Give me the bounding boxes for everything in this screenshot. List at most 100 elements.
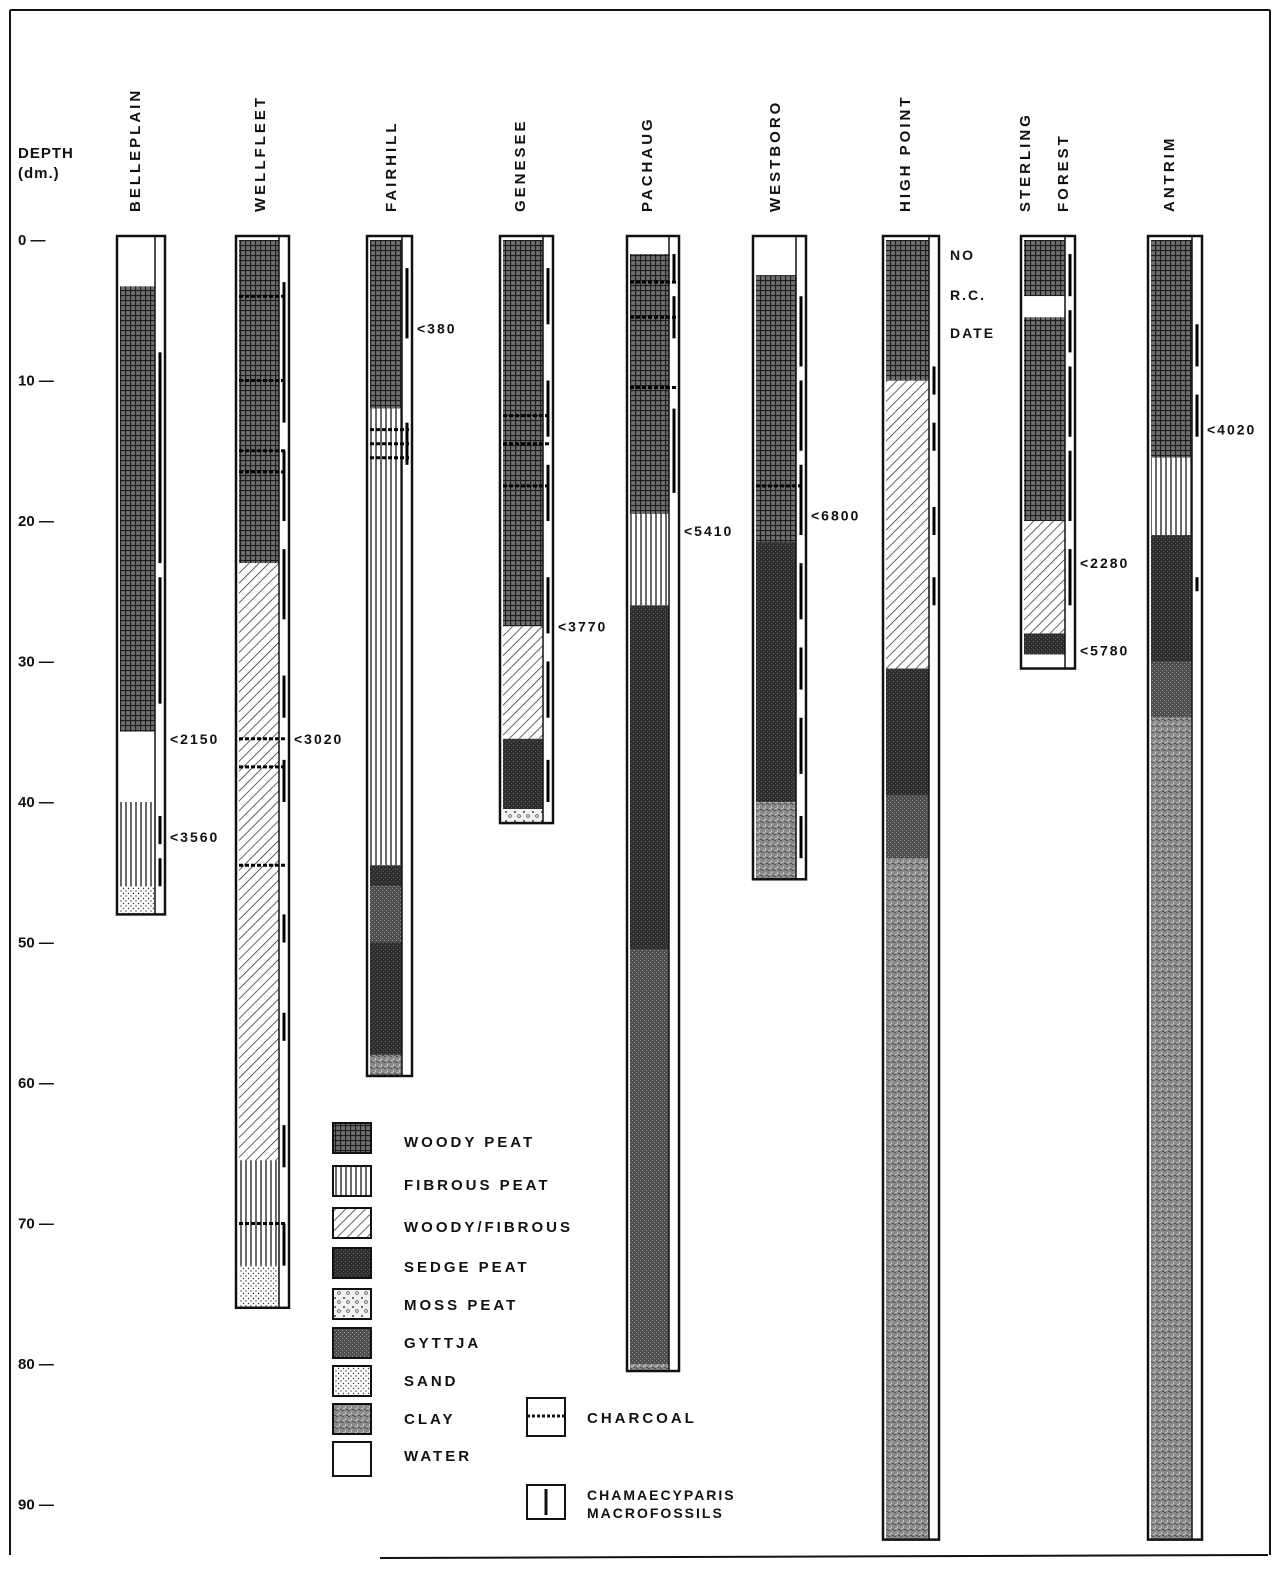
legend-swatch-fibrous-peat xyxy=(332,1165,372,1197)
core-belleplain: <2150 <3560 xyxy=(115,234,219,916)
layer-woody-peat xyxy=(503,240,543,627)
core-name-genesee: GENESEE xyxy=(512,118,529,212)
layer-water xyxy=(120,731,155,802)
axis-title-line2: (dm.) xyxy=(18,165,60,182)
layer-woody-peat xyxy=(1024,240,1065,297)
layer-clay xyxy=(756,802,796,880)
note-line-date: DATE xyxy=(950,325,995,341)
layer-sedge-peat xyxy=(1024,633,1065,655)
legend-label-moss-peat: MOSS PEAT xyxy=(404,1297,518,1314)
core-name-sterling-forest: STERLING xyxy=(1017,112,1034,212)
note-line-rc: R.C. xyxy=(950,287,986,303)
legend-item-gyttja: GYTTJA xyxy=(332,1327,478,1359)
legend-swatch-water xyxy=(332,1441,372,1477)
legend-label-clay: CLAY xyxy=(404,1411,455,1428)
legend-item-sedge-peat: SEDGE PEAT xyxy=(332,1247,530,1279)
core-name-sterling-forest: FOREST xyxy=(1055,133,1072,212)
layer-clay xyxy=(630,1364,669,1372)
axis-title-line1: DEPTH xyxy=(18,145,74,162)
radiocarbon-date: <5410 xyxy=(684,523,733,539)
axis-tick-label: 70 — xyxy=(18,1216,54,1233)
layer-woody-peat xyxy=(239,240,279,564)
core-name-fairhill: FAIRHILL xyxy=(383,121,400,213)
axis-tick-label: 50 — xyxy=(18,935,54,952)
core-name-belleplain: BELLEPLAIN xyxy=(127,88,144,212)
legend-swatch-moss-peat xyxy=(332,1288,372,1320)
layer-fibrous-peat xyxy=(1151,457,1192,536)
core-name-westboro: WESTBORO xyxy=(767,100,784,212)
core-westboro: <6800 xyxy=(751,234,860,881)
layer-sedge-peat xyxy=(370,865,402,887)
layer-gyttja xyxy=(630,949,669,1364)
layer-woody-peat xyxy=(756,275,796,543)
axis-tick-label: 80 — xyxy=(18,1356,54,1373)
layer-woody-fibrous xyxy=(503,626,543,739)
legend-item-fibrous-peat: FIBROUS PEAT xyxy=(332,1165,551,1197)
legend-label-sedge-peat: SEDGE PEAT xyxy=(404,1259,530,1276)
core-outline xyxy=(1146,234,1204,1541)
core-names: BELLEPLAIN WELLFLEET FAIRHILL GENESEE PACHAU… xyxy=(127,88,1178,212)
radiocarbon-date: <5780 xyxy=(1080,642,1129,658)
legend-label-chamaecyparis-2: MACROFOSSILS xyxy=(587,1505,724,1521)
high-point-note: NO R.C. DATE xyxy=(950,247,995,341)
core-columns: <2150<3560<3020<380<3770<5410<6800<2280<… xyxy=(115,234,1256,1541)
axis-tick-label: 40 — xyxy=(18,794,54,811)
layer-sedge-peat xyxy=(370,942,402,1055)
core-outline xyxy=(234,234,291,1310)
axis-tick-label: 10 — xyxy=(18,373,54,390)
radiocarbon-date: <2150 xyxy=(170,731,219,747)
layer-woody-peat xyxy=(630,254,669,514)
layer-woody-peat xyxy=(1151,240,1192,458)
core-high-point xyxy=(881,234,941,1541)
layer-sand xyxy=(120,886,155,915)
layer-gyttja xyxy=(1151,661,1192,718)
radiocarbon-date: <3560 xyxy=(170,829,219,845)
legend-swatch-woody-peat xyxy=(332,1122,372,1154)
core-wellfleet: <3020 xyxy=(234,234,341,1310)
layer-gyttja xyxy=(886,794,929,859)
legend-swatch-sand xyxy=(332,1365,372,1397)
layer-moss-peat xyxy=(503,809,543,824)
legend-swatch-charcoal xyxy=(526,1397,566,1437)
layer-sedge-peat xyxy=(630,605,669,950)
layer-gyttja xyxy=(370,886,402,943)
legend-swatch-chamaecyparis xyxy=(526,1484,566,1520)
legend-label-water: WATER xyxy=(404,1448,472,1465)
layer-sedge-peat xyxy=(503,738,543,810)
radiocarbon-date: <6800 xyxy=(811,507,860,523)
core-outline xyxy=(498,234,555,825)
legend-swatch-gyttja xyxy=(332,1327,372,1359)
core-outline xyxy=(365,234,414,1078)
core-name-high-point: HIGH POINT xyxy=(897,94,914,212)
axis-tick-label: 20 — xyxy=(18,513,54,530)
layer-fibrous-peat xyxy=(630,513,669,606)
layer-water xyxy=(120,240,155,287)
core-outline xyxy=(881,234,941,1541)
legend-label-fibrous-peat: FIBROUS PEAT xyxy=(404,1177,551,1194)
radiocarbon-date: <4020 xyxy=(1207,422,1256,438)
layer-woody-fibrous xyxy=(886,380,929,669)
legend-label-sand: SAND xyxy=(404,1373,459,1390)
layer-water xyxy=(1024,654,1065,669)
layer-sedge-peat xyxy=(886,668,929,795)
legend-label-woody-peat: WOODY PEAT xyxy=(404,1134,535,1151)
axis-tick-label: 60 — xyxy=(18,1075,54,1092)
legend-item-water: WATER xyxy=(332,1441,472,1477)
layer-woody-peat xyxy=(886,240,929,381)
layer-clay xyxy=(1151,717,1192,1540)
page-border xyxy=(9,9,1271,1559)
legend-item-woody-fibrous: WOODY/FIBROUS xyxy=(332,1207,573,1239)
layer-clay xyxy=(886,858,929,1540)
layer-woody-fibrous xyxy=(239,563,279,1161)
legend-item-moss-peat: MOSS PEAT xyxy=(332,1288,518,1320)
core-fairhill: <380 xyxy=(365,234,455,1078)
axis-tick-label: 30 — xyxy=(18,654,54,671)
layer-sedge-peat xyxy=(1151,535,1192,662)
core-name-antrim: ANTRIM xyxy=(1161,136,1178,212)
axis-tick-label: 90 — xyxy=(18,1497,54,1514)
legend-label-woody-fibrous: WOODY/FIBROUS xyxy=(404,1219,573,1236)
layer-clay xyxy=(370,1054,402,1076)
legend-label-chamaecyparis-1: CHAMAECYPARIS xyxy=(587,1487,736,1503)
